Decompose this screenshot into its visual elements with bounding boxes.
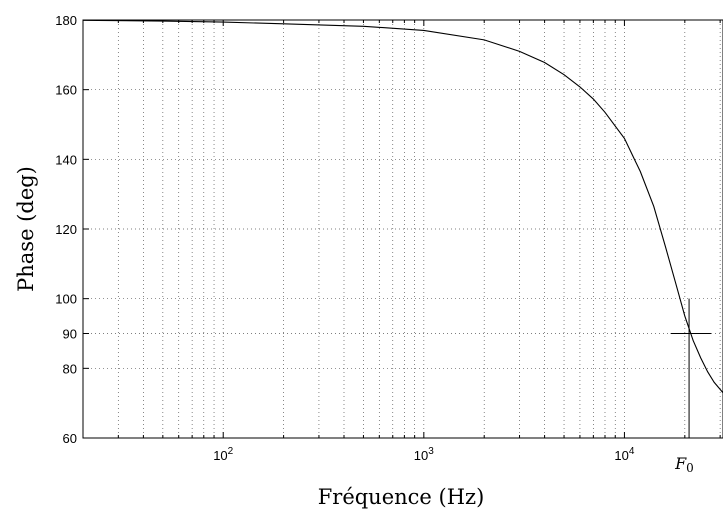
y-tick-labels: 60 80 90 100 120 140 160 180 xyxy=(55,13,77,446)
x-tick-label: 103 xyxy=(414,446,434,463)
y-tick-label: 180 xyxy=(55,13,77,28)
f0-label: F0 xyxy=(674,454,694,475)
x-tick-labels: 102 103 104 xyxy=(213,446,635,463)
ticks xyxy=(82,19,721,439)
x-axis-title: Fréquence (Hz) xyxy=(318,485,485,509)
y-tick-label: 100 xyxy=(55,292,77,307)
y-tick-label: 120 xyxy=(55,222,77,237)
y-tick-label: 140 xyxy=(55,152,77,167)
x-tick-label: 102 xyxy=(213,446,233,463)
y-axis-title: Phase (deg) xyxy=(14,166,38,292)
x-tick-label: 104 xyxy=(614,446,634,463)
y-tick-label: 60 xyxy=(63,431,77,446)
y-tick-label: 160 xyxy=(55,83,77,98)
phase-series-line xyxy=(82,19,723,394)
grid xyxy=(82,20,723,438)
y-tick-label: 80 xyxy=(63,361,77,376)
y-tick-label: 90 xyxy=(63,327,77,342)
f0-annotation: F0 xyxy=(670,298,711,475)
